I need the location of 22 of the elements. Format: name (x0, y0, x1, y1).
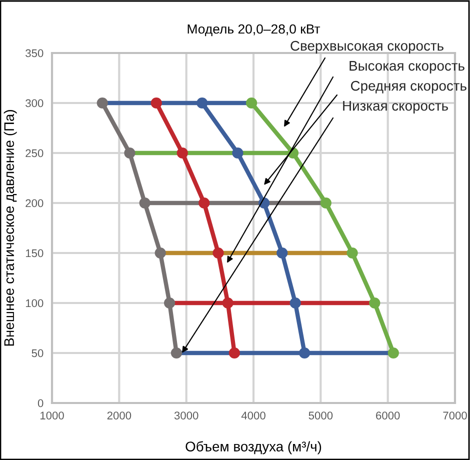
annotation: Низкая скорость (343, 101, 448, 114)
y-tick-label: 250 (26, 149, 44, 158)
y-axis-title: Внешнее статическое давление (Па) (4, 110, 17, 346)
x-tick-label: 7000 (443, 412, 467, 420)
x-tick-label: 2000 (107, 412, 132, 420)
x-tick-label: 1000 (40, 412, 64, 420)
y-tick-label: 100 (26, 299, 44, 308)
annotation: Средняя скорость (350, 80, 466, 94)
x-tick-label: 5000 (308, 412, 333, 420)
x-tick-label: 3000 (174, 412, 198, 420)
x-tick-label: 6000 (376, 412, 400, 420)
annotation: Сверхвысокая скорость (290, 40, 444, 54)
y-tick-label: 350 (26, 49, 44, 58)
chart-title: Модель 20,0–28,0 кВт (188, 24, 320, 36)
y-tick-label: 200 (26, 199, 44, 208)
y-tick-label: 50 (32, 349, 44, 358)
x-tick-label: 4000 (241, 412, 266, 420)
annotation: Высокая скорость (350, 61, 464, 74)
y-tick-label: 150 (26, 249, 44, 258)
y-tick-label: 0 (38, 399, 44, 408)
y-tick-label: 300 (26, 99, 44, 108)
x-axis-title: Объем воздуха (м³/ч) (186, 441, 322, 454)
